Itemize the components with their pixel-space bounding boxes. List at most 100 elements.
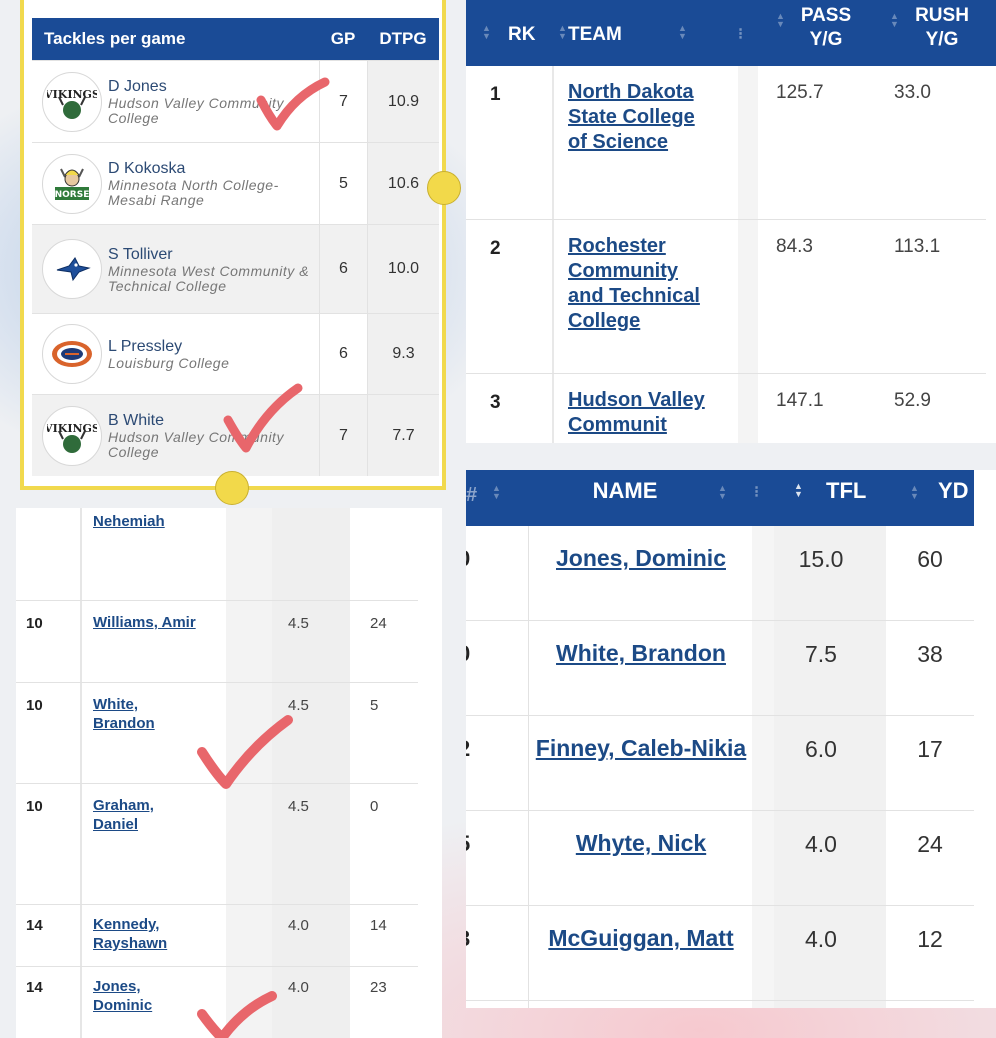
sort-arrows-icon[interactable]: ▲ ▼ [482, 23, 491, 41]
table-row: 1 North Dakota State College of Science … [466, 66, 986, 220]
col-rk[interactable]: RK [508, 24, 536, 45]
player-link[interactable]: McGuiggan, Matt [548, 925, 734, 951]
rank-cell: 2 [490, 238, 501, 259]
pass-yg-cell: 147.1 [776, 390, 824, 411]
tfl-cell: 15.0 [798, 546, 844, 572]
team-link[interactable]: Rochester Community and Technical Colleg… [568, 235, 700, 332]
tfl-cell: 4.0 [805, 831, 837, 857]
rank-cell: 10 [26, 697, 43, 714]
rank-cell: 14 [26, 917, 43, 934]
dtpg-cell: 10.9 [367, 61, 439, 142]
player-cell[interactable]: VIKINGS B White Hudson Valley Community … [32, 395, 319, 476]
stat-cell: 0 [370, 798, 379, 815]
resize-handle-bottom[interactable] [215, 471, 249, 505]
player-team: Minnesota North College- Mesabi Range [108, 177, 279, 208]
table-row: VIKINGS B White Hudson Valley Community … [32, 394, 439, 476]
player-link[interactable]: Williams, Amir [93, 614, 196, 631]
player-cell[interactable]: L Pressley Louisburg College [32, 314, 319, 394]
tfl-cell: 4.0 [805, 926, 837, 952]
table-row: NORSE D Kokoska Minnesota North College-… [32, 142, 439, 224]
col-pass[interactable]: PASS Y/G [800, 5, 852, 50]
player-link[interactable]: Nehemiah [93, 513, 165, 530]
gp-cell: 7 [319, 395, 367, 476]
player-link[interactable]: Jones, Dominic [93, 978, 153, 1014]
player-team: Louisburg College [108, 355, 230, 371]
team-link[interactable]: North Dakota State College of Science [568, 81, 695, 153]
vikings-logo-icon: VIKINGS [42, 405, 102, 466]
tackles-header: Tackles per game GP DTPG [32, 18, 439, 60]
stat-cell: 14 [370, 917, 387, 934]
col-rank[interactable]: # [466, 484, 478, 506]
table-row: 3 Hudson Valley Communit 147.1 52.9 [466, 374, 986, 443]
player-cell[interactable]: NORSE D Kokoska Minnesota North College-… [32, 143, 319, 224]
table-row: 5 Whyte, Nick 4.0 24 [466, 811, 974, 906]
player-link[interactable]: White, Brandon [556, 640, 726, 666]
stat-cell: 24 [370, 615, 387, 632]
rank-cell: 2 [466, 736, 470, 762]
team-stats-panel: ▲ ▼ RK ▲ ▼ TEAM ▲ ▼ ⁝ ▲ ▼ PASS Y/G ▲ ▼ RUSH Y… [466, 0, 996, 443]
gp-cell: 7 [319, 61, 367, 142]
column-divider: ⁝ [738, 26, 744, 43]
team-stats-header: ▲ ▼ RK ▲ ▼ TEAM ▲ ▼ ⁝ ▲ ▼ PASS Y/G ▲ ▼ RUSH Y… [466, 0, 996, 66]
player-link[interactable]: Graham, Daniel [93, 797, 154, 833]
player-team: Hudson Valley Community College [108, 95, 284, 126]
column-divider [752, 526, 774, 1008]
column-divider [528, 526, 529, 1008]
team-link[interactable]: Hudson Valley Communit [568, 389, 705, 436]
tfl-cell: 7.5 [805, 641, 837, 667]
col-yd[interactable]: YD [938, 478, 969, 503]
table-row: 0 Jones, Dominic 15.0 60 [466, 526, 974, 621]
player-link[interactable]: White, Brandon [93, 696, 155, 732]
player-cell[interactable]: VIKINGS D Jones Hudson Valley Community … [32, 61, 319, 142]
sort-arrows-icon[interactable]: ▲ ▼ [718, 483, 727, 501]
tfl-column-shade [774, 526, 886, 1008]
svg-text:NORSE: NORSE [55, 190, 90, 200]
sort-arrows-icon[interactable]: ▲ ▼ [910, 483, 919, 501]
top-edge-marker [233, 0, 241, 6]
tfl-cell: 6.0 [805, 736, 837, 762]
sort-arrows-icon[interactable]: ▲ ▼ [776, 11, 785, 29]
col-tfl[interactable]: TFL [826, 478, 867, 503]
column-divider: ⁝ [754, 484, 760, 501]
tackles-per-game-panel: Tackles per game GP DTPG VIKINGS D Jones… [20, 0, 446, 490]
sort-arrows-icon[interactable]: ▲ ▼ [558, 23, 567, 41]
table-row: Nehemiah [16, 508, 418, 600]
gp-cell: 6 [319, 225, 367, 313]
yd-cell: 38 [917, 641, 943, 667]
player-link[interactable]: Finney, Caleb-Nikia [535, 735, 747, 761]
sort-arrows-icon[interactable]: ▲ ▼ [890, 11, 899, 29]
sort-arrows-active-icon[interactable]: ▲ ▼ [794, 481, 803, 499]
player-name: B White [108, 412, 165, 429]
yd-cell: 24 [917, 831, 943, 857]
col-team[interactable]: TEAM [568, 24, 622, 45]
player-link[interactable]: Kennedy, Rayshawn [93, 916, 168, 952]
sort-arrows-icon[interactable]: ▲ ▼ [492, 483, 501, 501]
player-team: Minnesota West Community & Technical Col… [108, 262, 310, 294]
dtpg-cell: 9.3 [367, 314, 439, 394]
column-divider [80, 508, 82, 1038]
col-dtpg[interactable]: DTPG [379, 29, 427, 48]
pass-yg-cell: 84.3 [776, 236, 813, 257]
player-team: Hudson Valley Community College [108, 429, 284, 460]
rank-cell: 14 [26, 979, 43, 996]
column-divider [552, 66, 554, 443]
player-link[interactable]: Jones, Dominic [556, 545, 726, 571]
rank-cell: 0 [466, 641, 470, 667]
col-gp[interactable]: GP [330, 29, 356, 48]
col-rush[interactable]: RUSH Y/G [915, 5, 969, 50]
rank-cell: 3 [490, 392, 501, 413]
player-cell[interactable]: S Tolliver Minnesota West Community & Te… [32, 225, 319, 313]
table-row: 14 Jones, Dominic 4.0 23 [16, 966, 418, 1038]
rush-yg-cell: 52.9 [894, 390, 931, 411]
player-link[interactable]: Whyte, Nick [575, 830, 707, 856]
stat-cell: 4.5 [288, 697, 309, 714]
player-name: D Kokoska [108, 160, 186, 177]
svg-text:VIKINGS: VIKINGS [47, 422, 97, 435]
rush-yg-cell: 113.1 [894, 236, 941, 257]
sort-arrows-icon[interactable]: ▲ ▼ [678, 23, 687, 41]
tfl-leaders-panel: # ▲▼ NAME ▲▼ ⁝ ▲▼ TFL ▲▼ YD 0 Jones, Dom… [466, 470, 996, 1008]
resize-handle-right[interactable] [427, 171, 461, 205]
col-name[interactable]: NAME [592, 478, 658, 503]
table-row: 10 White, Brandon 4.5 5 [16, 682, 418, 783]
column-divider [738, 66, 758, 443]
